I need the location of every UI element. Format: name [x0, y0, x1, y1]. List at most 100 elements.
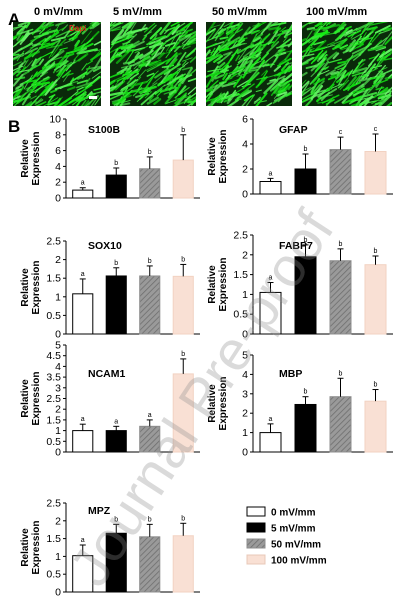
bar-gfap-2: [329, 149, 352, 195]
chart-mbp: 0 1 2 3 4 5 Relative Expression MBP a b b b: [207, 350, 393, 459]
y-tick-label: 2: [55, 404, 61, 416]
micrograph-row: Dapi: [13, 22, 392, 106]
y-axis-label-line1: Relative: [20, 268, 31, 307]
significance-label: b: [181, 515, 185, 522]
chart-mpz: 0 0.5 1 1.5 2 2.5 Relative Expression MPZ a b b b: [20, 498, 200, 599]
y-axis-label-line2: Expression: [31, 521, 42, 575]
y-tick-label: 1.5: [233, 269, 248, 281]
significance-label: b: [304, 237, 308, 244]
y-tick-label: 0: [242, 447, 248, 459]
y-tick-label: 0: [242, 189, 248, 201]
y-tick-label: 1.5: [46, 414, 61, 426]
y-tick-label: 2: [242, 164, 248, 176]
y-axis-label-line1: Relative: [207, 137, 218, 176]
chart-s100b: 0 2 4 6 8 10 Relative Expression S100B a b b b: [20, 114, 200, 205]
bar-gfap-0: [259, 181, 282, 195]
y-tick-label: 1.5: [46, 533, 61, 545]
y-tick-label: 1: [242, 427, 248, 439]
significance-label: a: [81, 537, 85, 544]
chart-title: GFAP: [279, 124, 308, 136]
y-tick-label: 2.5: [46, 236, 61, 248]
legend-label-3: 100 mV/mm: [271, 556, 327, 567]
significance-label: b: [374, 248, 378, 255]
significance-label: a: [81, 271, 85, 278]
chart-ncam1: 00.511.522.533.544.55 Relative Expression N…: [20, 340, 200, 459]
bar-sox10-1: [105, 275, 127, 335]
significance-label: c: [374, 126, 378, 133]
y-tick-label: 6: [55, 145, 61, 157]
significance-label: b: [114, 516, 118, 523]
significance-label: b: [148, 258, 152, 265]
y-tick-label: 5: [242, 350, 248, 362]
significance-label: b: [339, 370, 343, 377]
bar-sox10-2: [139, 275, 161, 335]
y-tick-label: 0: [55, 587, 61, 599]
y-tick-label: 3.5: [46, 372, 61, 384]
panel-b-letter: B: [8, 117, 20, 136]
watermark: Journal Pre-proof: [57, 199, 346, 597]
y-tick-label: 0: [55, 329, 61, 341]
significance-label: b: [114, 260, 118, 267]
legend-swatch-1: [246, 522, 266, 533]
bar-mbp-0: [259, 432, 282, 453]
y-tick-label: 2: [55, 254, 61, 266]
significance-label: a: [269, 416, 273, 423]
y-tick-label: 0.5: [233, 309, 248, 321]
significance-label: a: [114, 418, 118, 425]
y-axis-label-line2: Expression: [218, 377, 229, 431]
y-axis-label-line2: Expression: [218, 258, 229, 312]
y-tick-label: 2: [55, 177, 61, 189]
chart-sox10: 0 0.5 1 1.5 2 2.5 Relative Expression SOX10 a b b b: [20, 236, 200, 341]
image-label-100: 100 mV/mm: [306, 6, 367, 18]
y-tick-label: 1: [55, 425, 61, 437]
y-tick-label: 3: [242, 388, 248, 400]
significance-label: b: [148, 516, 152, 523]
image-label-0: 0 mV/mm: [34, 6, 83, 18]
y-tick-label: 2: [242, 249, 248, 261]
bar-s100b-3: [172, 159, 194, 199]
chart-title: MBP: [279, 368, 302, 380]
y-tick-label: 10: [49, 114, 61, 126]
bar-sox10-0: [72, 293, 94, 335]
bar-ncam1-0: [72, 430, 94, 453]
bar-s100b-0: [72, 189, 94, 199]
significance-label: a: [81, 416, 85, 423]
significance-label: b: [304, 146, 308, 153]
legend-swatch-3: [246, 554, 266, 565]
significance-label: b: [304, 389, 308, 396]
y-axis-label-line2: Expression: [218, 130, 229, 184]
y-axis-label-line2: Expression: [31, 372, 42, 426]
bar-gfap-1: [294, 168, 317, 195]
micrograph-2: [206, 22, 292, 106]
image-label-50: 50 mV/mm: [212, 6, 267, 18]
y-tick-label: 2.5: [233, 230, 248, 242]
legend-label-2: 50 mV/mm: [271, 540, 321, 551]
legend: 0 mV/mm 5 mV/mm 50 mV/mm 100 mV/mm: [246, 506, 327, 567]
legend-swatch-2: [246, 538, 266, 549]
bar-mbp-3: [364, 400, 387, 453]
y-tick-label: 4: [242, 369, 248, 381]
y-axis-label-line1: Relative: [207, 384, 218, 423]
significance-label: b: [114, 160, 118, 167]
y-tick-label: 0: [55, 193, 61, 205]
micrograph-1: [110, 22, 196, 106]
bar-s100b-1: [105, 174, 127, 199]
micrograph-0: Dapi: [13, 22, 101, 106]
significance-label: a: [81, 180, 85, 187]
y-tick-label: 4.5: [46, 350, 61, 362]
bar-fabp7-2: [329, 260, 352, 335]
y-tick-label: 5: [55, 340, 61, 352]
significance-label: a: [269, 275, 273, 282]
bar-sox10-3: [172, 275, 194, 335]
significance-label: a: [269, 170, 273, 177]
chart-title: SOX10: [88, 240, 122, 252]
y-axis-label-line1: Relative: [20, 528, 31, 567]
y-tick-label: 4: [55, 361, 61, 373]
y-axis-label-line2: Expression: [31, 261, 42, 315]
significance-label: b: [181, 127, 185, 134]
legend-label-1: 5 mV/mm: [271, 524, 316, 535]
dapi-label: Dapi: [69, 24, 86, 33]
scale-bar: [89, 96, 97, 99]
